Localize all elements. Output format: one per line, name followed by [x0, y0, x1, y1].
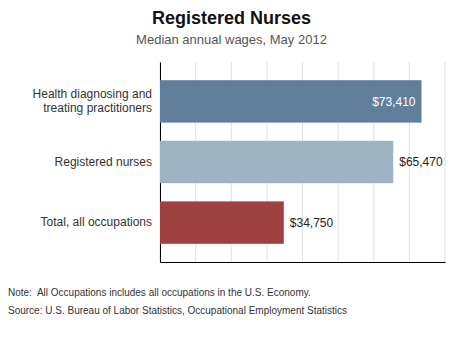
- tick-label-line: treating practitioners: [43, 101, 152, 115]
- data-label: $34,750: [290, 216, 334, 230]
- tick-label: Health diagnosing andtreating practition…: [33, 87, 152, 115]
- tick-label-line: Registered nurses: [55, 155, 152, 169]
- annotation: Source: U.S. Bureau of Labor Statistics,…: [8, 305, 347, 316]
- tick: Health diagnosing andtreating practition…: [33, 87, 160, 115]
- tick-label-line: Total, all occupations: [41, 215, 152, 229]
- title: Registered Nurses: [152, 8, 311, 28]
- x-axis: [161, 262, 446, 264]
- bar: [160, 201, 284, 243]
- bar: [160, 80, 422, 122]
- data-label: $65,470: [399, 155, 443, 169]
- axis-line: [161, 262, 446, 263]
- tick-label: Total, all occupations: [41, 215, 152, 229]
- annotation: Note: All Occupations includes all occup…: [8, 287, 311, 298]
- tick: Registered nurses: [55, 155, 160, 169]
- chart: Registered Nurses Median annual wages, Ma…: [0, 0, 463, 342]
- y-axis: Health diagnosing andtreating practition…: [33, 63, 161, 263]
- bars: [160, 80, 422, 244]
- grid-line: [445, 62, 446, 262]
- tick-label: Registered nurses: [55, 155, 152, 169]
- data-labels: $73,410 $65,470 $34,750: [290, 95, 443, 230]
- data-label: $73,410: [372, 95, 416, 109]
- tick: Total, all occupations: [41, 215, 160, 229]
- subtitle: Median annual wages, May 2012: [136, 32, 327, 47]
- tick-label-line: Health diagnosing and: [33, 87, 152, 101]
- grid: [160, 62, 445, 262]
- plot: Health diagnosing andtreating practition…: [33, 62, 446, 263]
- bar: [160, 141, 393, 183]
